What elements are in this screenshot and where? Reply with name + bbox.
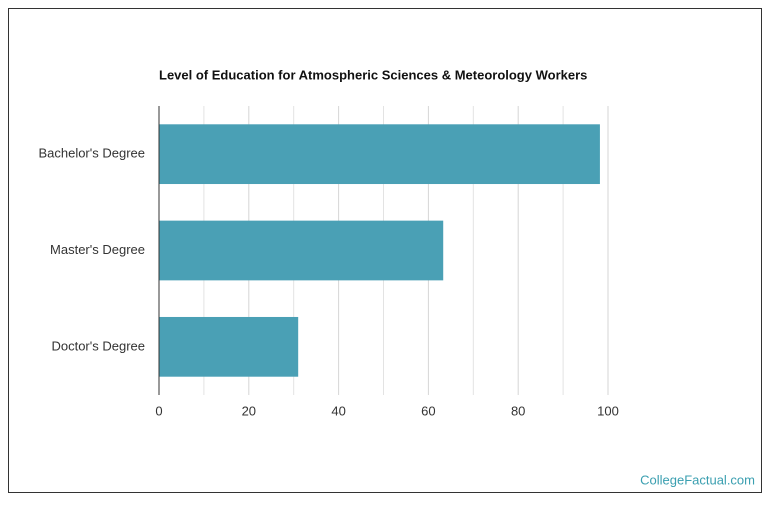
x-tick-label: 60 <box>421 403 435 418</box>
x-tick-label: 40 <box>331 403 345 418</box>
bar <box>159 124 600 185</box>
x-tick-label: 80 <box>511 403 525 418</box>
y-tick-label: Bachelor's Degree <box>38 146 145 161</box>
bar <box>159 316 299 377</box>
bar <box>159 220 444 281</box>
y-tick-label: Master's Degree <box>50 242 145 257</box>
watermark[interactable]: CollegeFactual.com <box>640 472 755 487</box>
x-tick-label: 0 <box>155 403 162 418</box>
x-tick-label: 20 <box>242 403 256 418</box>
y-tick-label: Doctor's Degree <box>51 338 145 353</box>
x-tick-label: 100 <box>597 403 619 418</box>
chart-title: Level of Education for Atmospheric Scien… <box>159 67 587 82</box>
